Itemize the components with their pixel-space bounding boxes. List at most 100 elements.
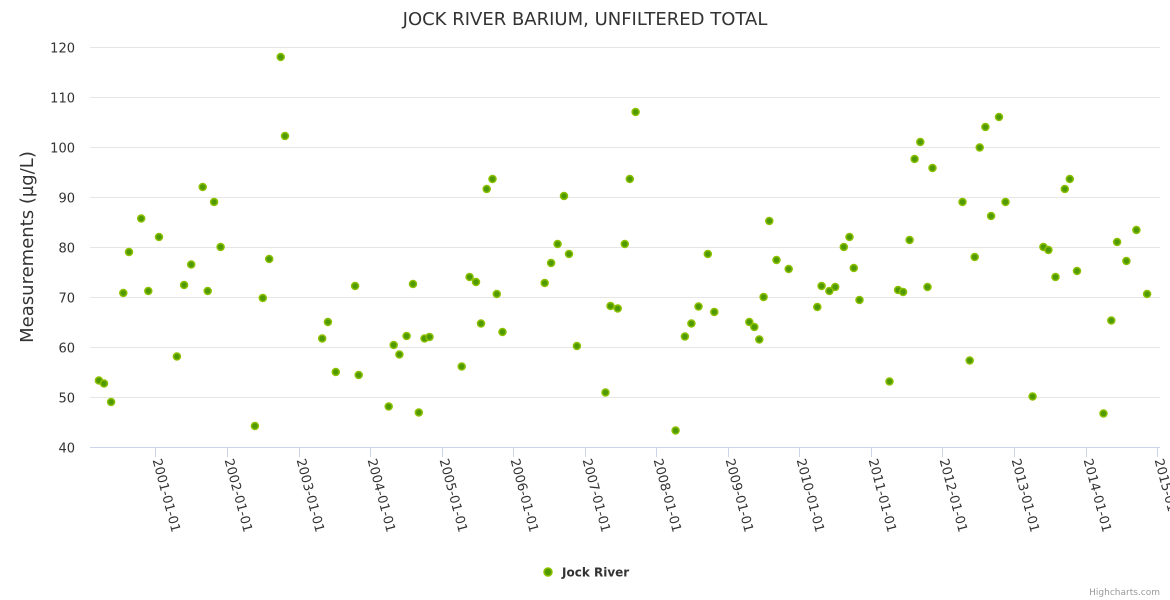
data-point[interactable] xyxy=(975,143,984,152)
data-point[interactable] xyxy=(119,288,128,298)
data-point[interactable] xyxy=(1044,245,1053,255)
data-point[interactable] xyxy=(471,277,481,287)
credits-link[interactable]: Highcharts.com xyxy=(1089,588,1160,598)
data-point[interactable] xyxy=(540,278,549,288)
data-point[interactable] xyxy=(620,239,630,249)
data-point[interactable] xyxy=(250,421,260,431)
data-point[interactable] xyxy=(546,258,556,268)
data-point[interactable] xyxy=(425,332,434,342)
data-point[interactable] xyxy=(172,352,182,361)
data-point[interactable] xyxy=(1122,256,1131,266)
data-point[interactable] xyxy=(476,319,486,328)
data-point[interactable] xyxy=(1132,225,1141,235)
data-point[interactable] xyxy=(606,301,615,311)
data-point[interactable] xyxy=(784,264,793,274)
data-point[interactable] xyxy=(482,184,491,194)
data-point[interactable] xyxy=(317,334,327,343)
data-point[interactable] xyxy=(384,402,393,411)
data-point[interactable] xyxy=(572,341,582,351)
data-point[interactable] xyxy=(625,174,635,184)
data-point[interactable] xyxy=(986,211,996,221)
data-point[interactable] xyxy=(1142,289,1152,299)
data-point[interactable] xyxy=(1060,184,1070,194)
data-point[interactable] xyxy=(1065,174,1075,184)
data-point[interactable] xyxy=(928,163,937,173)
data-point[interactable] xyxy=(759,292,768,302)
data-point[interactable] xyxy=(488,174,497,184)
data-point[interactable] xyxy=(613,304,622,313)
data-point[interactable] xyxy=(839,242,849,252)
data-point[interactable] xyxy=(916,137,925,147)
data-point[interactable] xyxy=(258,293,268,303)
data-point[interactable] xyxy=(703,249,713,259)
data-point[interactable] xyxy=(186,260,196,269)
data-point[interactable] xyxy=(389,340,398,350)
data-point[interactable] xyxy=(350,281,360,291)
data-point[interactable] xyxy=(765,216,774,226)
data-point[interactable] xyxy=(1107,316,1116,325)
data-point[interactable] xyxy=(216,242,225,252)
data-point[interactable] xyxy=(276,52,285,62)
data-point[interactable] xyxy=(905,235,914,245)
data-point[interactable] xyxy=(1028,392,1037,401)
data-point[interactable] xyxy=(553,239,562,249)
data-point[interactable] xyxy=(354,370,363,380)
data-point[interactable] xyxy=(710,307,719,317)
data-point[interactable] xyxy=(1051,272,1060,282)
data-point[interactable] xyxy=(99,379,109,388)
data-point[interactable] xyxy=(498,327,507,337)
data-point[interactable] xyxy=(331,367,341,377)
data-point[interactable] xyxy=(564,249,574,259)
data-point[interactable] xyxy=(849,263,859,273)
data-point[interactable] xyxy=(825,286,834,296)
data-point[interactable] xyxy=(106,397,116,407)
data-point[interactable] xyxy=(492,289,502,299)
data-point[interactable] xyxy=(1112,237,1122,247)
data-point[interactable] xyxy=(745,317,754,327)
data-point[interactable] xyxy=(280,131,290,141)
data-point[interactable] xyxy=(414,408,424,417)
data-point[interactable] xyxy=(958,197,967,207)
data-point[interactable] xyxy=(209,197,219,207)
data-point[interactable] xyxy=(179,280,189,290)
data-point[interactable] xyxy=(694,302,703,311)
data-point[interactable] xyxy=(885,377,894,386)
data-point[interactable] xyxy=(395,350,404,359)
data-point[interactable] xyxy=(687,319,696,328)
data-point[interactable] xyxy=(144,286,153,296)
data-point[interactable] xyxy=(124,247,134,257)
data-point[interactable] xyxy=(408,279,418,289)
data-point[interactable] xyxy=(457,362,466,371)
data-point[interactable] xyxy=(910,154,919,164)
legend-item-jock-river[interactable]: Jock River xyxy=(561,566,629,580)
legend[interactable]: Jock River xyxy=(543,566,629,580)
data-point[interactable] xyxy=(559,191,569,201)
data-point[interactable] xyxy=(631,107,640,117)
data-point[interactable] xyxy=(923,282,932,292)
data-point[interactable] xyxy=(755,335,764,344)
data-point[interactable] xyxy=(981,122,990,132)
data-point[interactable] xyxy=(465,272,474,282)
data-point[interactable] xyxy=(845,232,854,242)
data-point[interactable] xyxy=(323,317,333,327)
data-point[interactable] xyxy=(154,232,164,242)
data-point[interactable] xyxy=(601,388,610,397)
data-point[interactable] xyxy=(817,281,826,291)
data-point[interactable] xyxy=(136,214,146,223)
data-point[interactable] xyxy=(203,286,212,296)
data-point[interactable] xyxy=(750,322,759,332)
data-point[interactable] xyxy=(198,182,207,192)
data-point[interactable] xyxy=(1001,197,1010,207)
data-point[interactable] xyxy=(813,302,822,312)
data-point[interactable] xyxy=(970,252,979,262)
data-point[interactable] xyxy=(965,356,974,365)
data-point[interactable] xyxy=(1099,409,1108,418)
data-point[interactable] xyxy=(830,282,840,292)
data-point[interactable] xyxy=(898,287,908,297)
data-point[interactable] xyxy=(680,332,690,341)
data-point[interactable] xyxy=(855,295,864,305)
data-point[interactable] xyxy=(264,254,274,264)
data-point[interactable] xyxy=(671,426,680,435)
data-point[interactable] xyxy=(994,112,1004,122)
data-point[interactable] xyxy=(1072,266,1082,276)
